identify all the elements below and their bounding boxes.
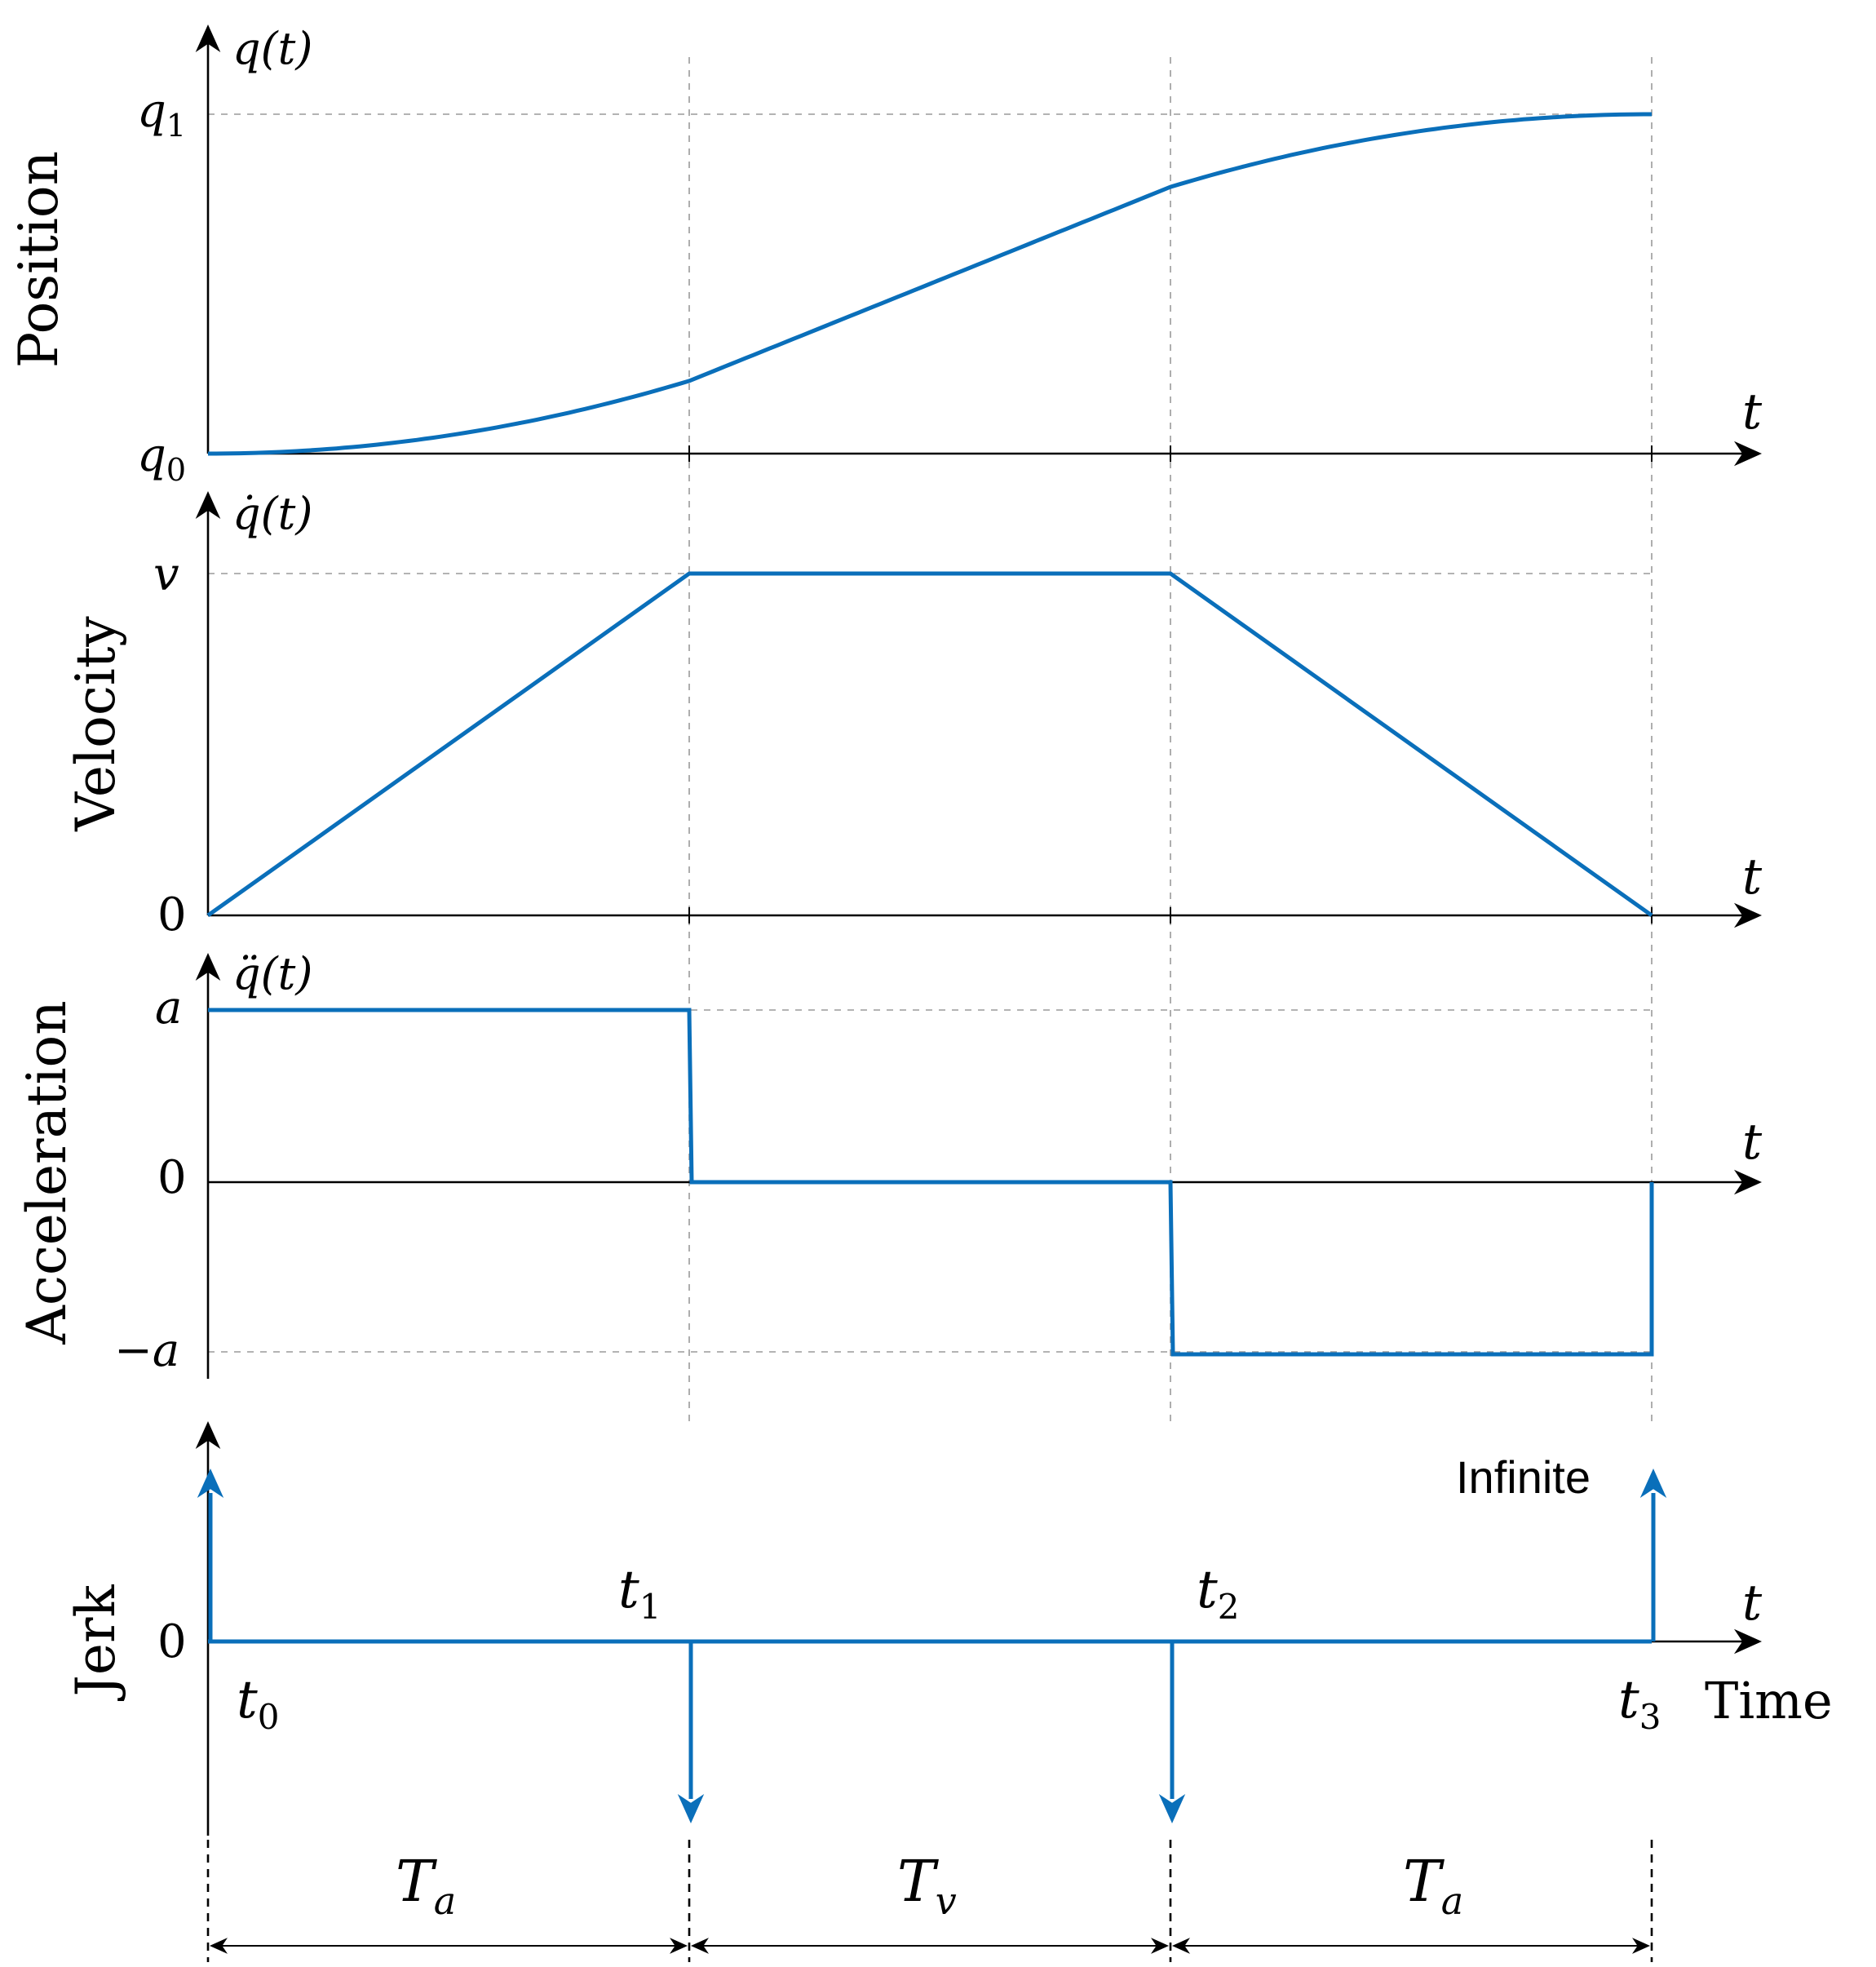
velocity-y-arrow xyxy=(195,491,221,519)
axes xyxy=(195,24,1762,1962)
acceleration-curve xyxy=(208,1008,1654,1357)
jerk-impulse-arrow-3 xyxy=(1639,1469,1667,1498)
jerk-x-arrow xyxy=(1734,1628,1762,1655)
acceleration-x-arrow xyxy=(1734,1169,1762,1195)
curves xyxy=(197,112,1667,1823)
acceleration-axis-label: q̈(t) xyxy=(232,948,312,999)
time-label-t1: t1 xyxy=(618,1560,661,1627)
velocity-ylabel: Velocity xyxy=(64,616,127,832)
time-label-t3: t3 xyxy=(1618,1670,1661,1737)
position-y-arrow xyxy=(195,24,221,52)
position-x-arrow xyxy=(1734,441,1762,467)
duration-arrow-head-left xyxy=(210,1938,228,1954)
duration-arrow-head-left xyxy=(691,1938,709,1954)
acceleration-panel: Acceleration q̈(t) t a 0 −a xyxy=(15,948,1763,1377)
jerk-panel: Jerk t Time 0 Infinite t0 t1 t2 t3 Ta Tv… xyxy=(64,1451,1833,1923)
position-tick-q0: q0 xyxy=(137,429,186,488)
position-curve xyxy=(208,112,1652,456)
time-label-t2: t2 xyxy=(1197,1560,1239,1627)
jerk-y-arrow xyxy=(195,1421,221,1449)
velocity-x-arrow xyxy=(1734,902,1762,928)
position-axis-label: q(t) xyxy=(232,23,312,74)
position-x-label: t xyxy=(1742,383,1763,441)
duration-arrow-head-right xyxy=(670,1938,688,1954)
jerk-impulse-arrow-0 xyxy=(197,1469,224,1498)
duration-arrow-head-left xyxy=(1172,1938,1190,1954)
velocity-panel: Velocity q̇(t) t v 0 xyxy=(64,488,1763,941)
position-panel: Position q(t) t q1 q0 xyxy=(7,23,1763,488)
acceleration-tick-a: a xyxy=(155,981,182,1034)
infinite-annotation: Infinite xyxy=(1456,1451,1591,1503)
position-tick-q1: q1 xyxy=(137,85,186,144)
jerk-x-label: t xyxy=(1742,1575,1763,1632)
velocity-axis-label: q̇(t) xyxy=(232,488,312,539)
jerk-impulse-arrow-2 xyxy=(1158,1794,1186,1823)
acceleration-tick-neg-a: −a xyxy=(114,1324,179,1377)
position-ylabel: Position xyxy=(7,151,70,368)
duration-arrow-head-right xyxy=(1151,1938,1169,1954)
jerk-tick-0: 0 xyxy=(157,1615,187,1668)
velocity-x-label: t xyxy=(1742,848,1763,906)
duration-arrow-head-right xyxy=(1632,1938,1650,1954)
duration-label-Ta-1: Ta xyxy=(396,1848,456,1923)
acceleration-y-arrow xyxy=(195,953,221,981)
velocity-tick-0: 0 xyxy=(157,888,187,941)
velocity-curve xyxy=(206,571,1653,918)
time-label-t0: t0 xyxy=(237,1670,279,1737)
duration-label-Ta-2: Ta xyxy=(1403,1848,1463,1923)
jerk-x-axis-title: Time xyxy=(1705,1671,1833,1730)
jerk-ylabel: Jerk xyxy=(64,1584,127,1701)
duration-label-Tv: Tv xyxy=(897,1848,957,1923)
jerk-impulse-arrow-1 xyxy=(677,1794,705,1823)
acceleration-ylabel: Acceleration xyxy=(15,1000,78,1345)
acceleration-tick-0: 0 xyxy=(157,1151,187,1204)
acceleration-x-label: t xyxy=(1742,1114,1763,1171)
grid-lines xyxy=(208,57,1653,1424)
velocity-tick-v: v xyxy=(153,548,179,601)
